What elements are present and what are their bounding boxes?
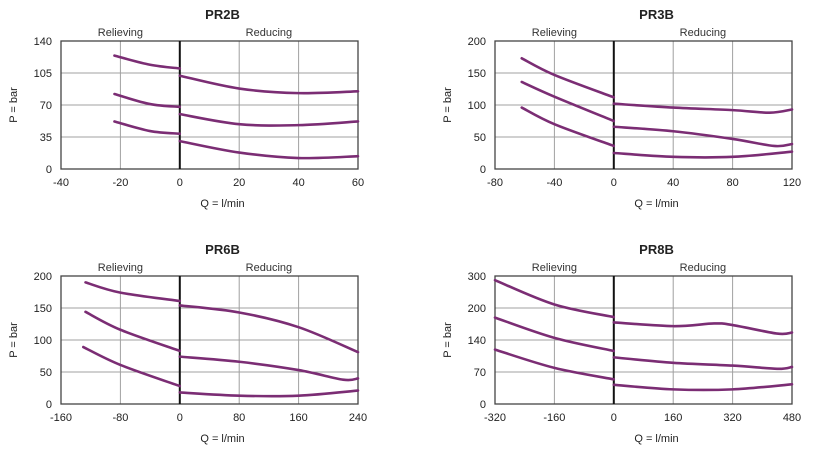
x-tick-label: -20 [112,177,128,189]
x-tick-label: 0 [177,177,183,189]
y-axis-label: P = bar [442,87,454,123]
pressure-flow-curve [612,150,794,159]
x-tick-label: 160 [289,412,307,424]
y-tick-label: 50 [474,132,486,144]
pressure-flow-curve [113,92,182,109]
pressure-flow-curve [113,120,182,136]
pressure-flow-curve [81,345,182,388]
x-tick-label: 40 [292,177,304,189]
pressure-flow-curve [520,80,616,123]
pressure-flow-curve [612,125,794,148]
y-tick-label: 50 [40,367,52,379]
chart-panel-pr3b: -80 -40 0 40 80 120 0 50 100 150 200 PR3B Relieving R… [442,7,801,210]
pressure-flow-curve [178,139,360,160]
y-axis-label: P = bar [442,322,454,358]
x-tick-label: 320 [723,412,741,424]
pressure-flow-curve [84,310,182,353]
y-tick-label: 35 [40,132,52,144]
pressure-flow-curve [84,281,182,303]
pressure-flow-curve [178,112,360,127]
pressure-flow-curve [612,321,794,336]
region-label-reducing: Reducing [680,262,726,274]
x-tick-label: -80 [112,412,128,424]
x-tick-label: 120 [783,177,801,189]
y-tick-label: 0 [480,399,486,411]
plot-frame [60,40,359,170]
x-tick-label: 40 [667,177,679,189]
y-tick-label: 150 [468,68,486,80]
plot-frame [494,40,793,170]
region-label-relieving: Relieving [532,262,577,274]
plot-frame [494,275,793,405]
region-label-reducing: Reducing [246,262,292,274]
region-label-reducing: Reducing [246,27,292,39]
region-label-relieving: Relieving [98,262,143,274]
x-tick-label: -40 [53,177,69,189]
x-tick-label: -320 [484,412,506,424]
x-tick-label: 0 [611,412,617,424]
y-tick-label: 200 [468,36,486,48]
y-tick-label: 100 [468,100,486,112]
pressure-flow-curve [178,355,360,382]
y-tick-label: 105 [34,68,52,80]
x-tick-label: 240 [349,412,367,424]
y-tick-label: 0 [46,399,52,411]
y-tick-label: 100 [34,335,52,347]
y-tick-label: 70 [474,367,486,379]
x-axis-label: Q = l/min [200,198,244,210]
x-axis-label: Q = l/min [634,433,678,445]
region-label-relieving: Relieving [532,27,577,39]
x-tick-label: -160 [50,412,72,424]
pressure-flow-curve [178,304,360,354]
region-label-relieving: Relieving [98,27,143,39]
chart-panel-pr2b: -40 -20 0 20 40 60 0 35 70 105 140 PR2B Relieving Red… [8,7,364,210]
y-tick-label: 300 [468,271,486,283]
x-tick-label: 20 [233,177,245,189]
pressure-flow-curve [612,383,794,392]
x-tick-label: -80 [487,177,503,189]
chart-title: PR6B [205,242,240,257]
x-tick-label: 60 [352,177,364,189]
pressure-flow-curve [612,356,794,371]
chart-panel-pr6b: -160 -80 0 80 160 240 0 50 100 150 200 PR6B Relievin… [8,242,367,445]
y-axis-label: P = bar [8,322,20,358]
plot-frame [60,275,359,405]
y-tick-label: 200 [468,303,486,315]
y-tick-label: 150 [34,303,52,315]
x-tick-label: -160 [543,412,565,424]
y-tick-label: 200 [34,271,52,283]
x-tick-label: 80 [726,177,738,189]
x-tick-label: 80 [233,412,245,424]
x-axis-label: Q = l/min [200,433,244,445]
pressure-flow-curve [520,56,616,99]
x-tick-label: 0 [611,177,617,189]
y-tick-label: 140 [34,36,52,48]
pressure-flow-curve [612,102,794,114]
x-tick-label: 160 [664,412,682,424]
y-tick-label: 70 [40,100,52,112]
y-tick-label: 0 [480,164,486,176]
chart-title: PR8B [639,242,674,257]
pressure-flow-curve [493,278,616,319]
region-label-reducing: Reducing [680,27,726,39]
pressure-flow-curve [178,389,360,398]
pressure-flow-curve [113,54,182,70]
chart-panel-pr8b: -320 -160 0 160 320 480 0 70 140 200 300 PR8B Reliev… [442,242,801,445]
x-tick-label: 480 [783,412,801,424]
pressure-flow-curve [493,316,616,353]
chart-title: PR2B [205,7,240,22]
x-tick-label: -40 [546,177,562,189]
y-axis-label: P = bar [8,87,20,123]
y-tick-label: 0 [46,164,52,176]
pressure-flow-curve [493,348,616,381]
pressure-flow-curve [520,106,616,148]
x-tick-label: 0 [177,412,183,424]
x-axis-label: Q = l/min [634,198,678,210]
y-tick-label: 140 [468,335,486,347]
pressure-flow-curve [178,74,360,95]
chart-title: PR3B [639,7,674,22]
